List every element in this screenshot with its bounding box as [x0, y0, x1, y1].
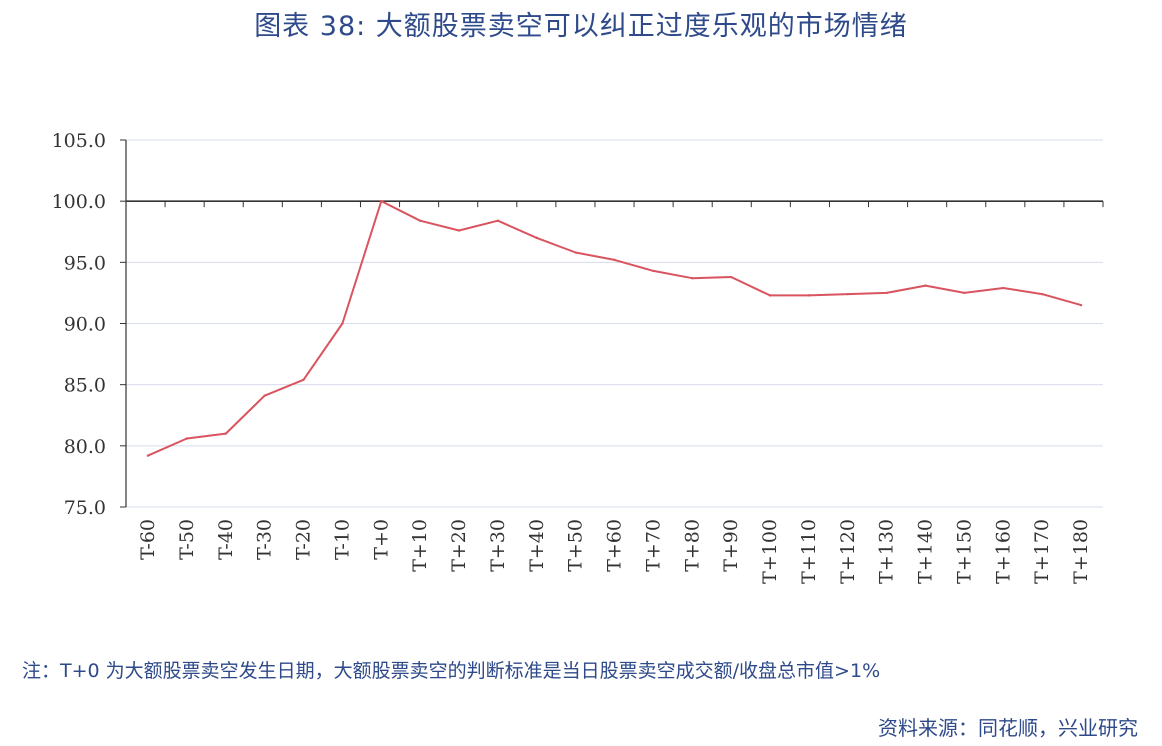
x-tick-label: T+140 [915, 519, 937, 584]
x-axis: T-60 T-50 T-40 T-30 T-20 T-10 T+0 T+10 T+20 T+30 T… [125, 200, 1104, 584]
data-point [535, 236, 538, 240]
x-tick-label: T+160 [992, 519, 1014, 584]
data-point [613, 258, 616, 262]
data-point [691, 277, 694, 280]
data-point [729, 275, 733, 279]
x-tick-label: T-50 [176, 519, 198, 560]
y-tick-label: 75.0 [64, 497, 106, 519]
y-tick-label: 80.0 [64, 436, 106, 458]
gridlines [126, 139, 1103, 508]
x-tick-label: T+40 [526, 519, 548, 572]
data-point [652, 269, 655, 273]
y-tick-label: 105.0 [52, 130, 106, 152]
x-tick-label: T+0 [370, 519, 392, 560]
series-line [147, 200, 1082, 457]
x-tick-label: T+70 [642, 519, 664, 572]
x-tick-label: T-10 [331, 519, 353, 560]
x-tick-label: T+150 [953, 519, 975, 584]
data-point [185, 437, 189, 440]
data-point [302, 378, 305, 381]
y-tick-label: 100.0 [52, 191, 106, 213]
x-tick-label: T+60 [604, 519, 626, 572]
data-point [846, 292, 849, 296]
data-point [924, 284, 927, 287]
data-source: 资料来源：同花顺，兴业研究 [878, 716, 1138, 740]
data-point [418, 219, 422, 222]
data-point [768, 294, 772, 297]
data-point [146, 454, 150, 457]
data-point [574, 251, 577, 254]
data-point [963, 291, 966, 295]
x-tick-label: T+180 [1070, 519, 1092, 584]
x-tick-label: T+170 [1031, 519, 1053, 584]
x-tick-label: T+100 [759, 519, 781, 584]
x-tick-label: T+110 [798, 519, 820, 584]
x-tick-label: T+130 [876, 519, 898, 584]
x-tick-label: T-40 [215, 519, 237, 560]
data-point [263, 394, 266, 397]
x-tick-label: T+30 [487, 519, 509, 572]
data-point [496, 219, 500, 222]
data-point [1002, 286, 1005, 290]
data-point [457, 229, 461, 232]
chart-title: 图表 38: 大额股票卖空可以纠正过度乐观的市场情绪 [254, 11, 908, 42]
x-tick-label: T+80 [681, 519, 703, 572]
x-tick-label: T-30 [254, 519, 276, 560]
y-tick-label: 95.0 [64, 252, 106, 274]
data-point [380, 199, 383, 203]
x-tick-label: T-60 [137, 519, 159, 560]
x-tick-label: T+90 [720, 519, 742, 572]
data-point [885, 291, 888, 295]
chart-note: 注：T+0 为大额股票卖空发生日期，大额股票卖空的判断标准是当日股票卖空成交额/… [22, 660, 881, 682]
data-point [224, 432, 227, 435]
series-layer [146, 199, 1083, 457]
x-tick-label: T-20 [293, 519, 315, 560]
data-point [1079, 303, 1083, 307]
x-tick-label: T+50 [565, 519, 587, 572]
x-tick-label: T+120 [837, 519, 859, 584]
x-tick-label: T+10 [409, 519, 431, 572]
y-tick-label: 90.0 [64, 314, 106, 336]
data-point [341, 322, 344, 325]
data-point [1040, 292, 1044, 296]
data-point [807, 294, 811, 297]
x-tick-label: T+20 [448, 519, 470, 572]
y-tick-label: 85.0 [64, 375, 106, 397]
y-axis: 75.0 80.0 85.0 90.0 95.0 100.0 105.0 [52, 130, 127, 519]
